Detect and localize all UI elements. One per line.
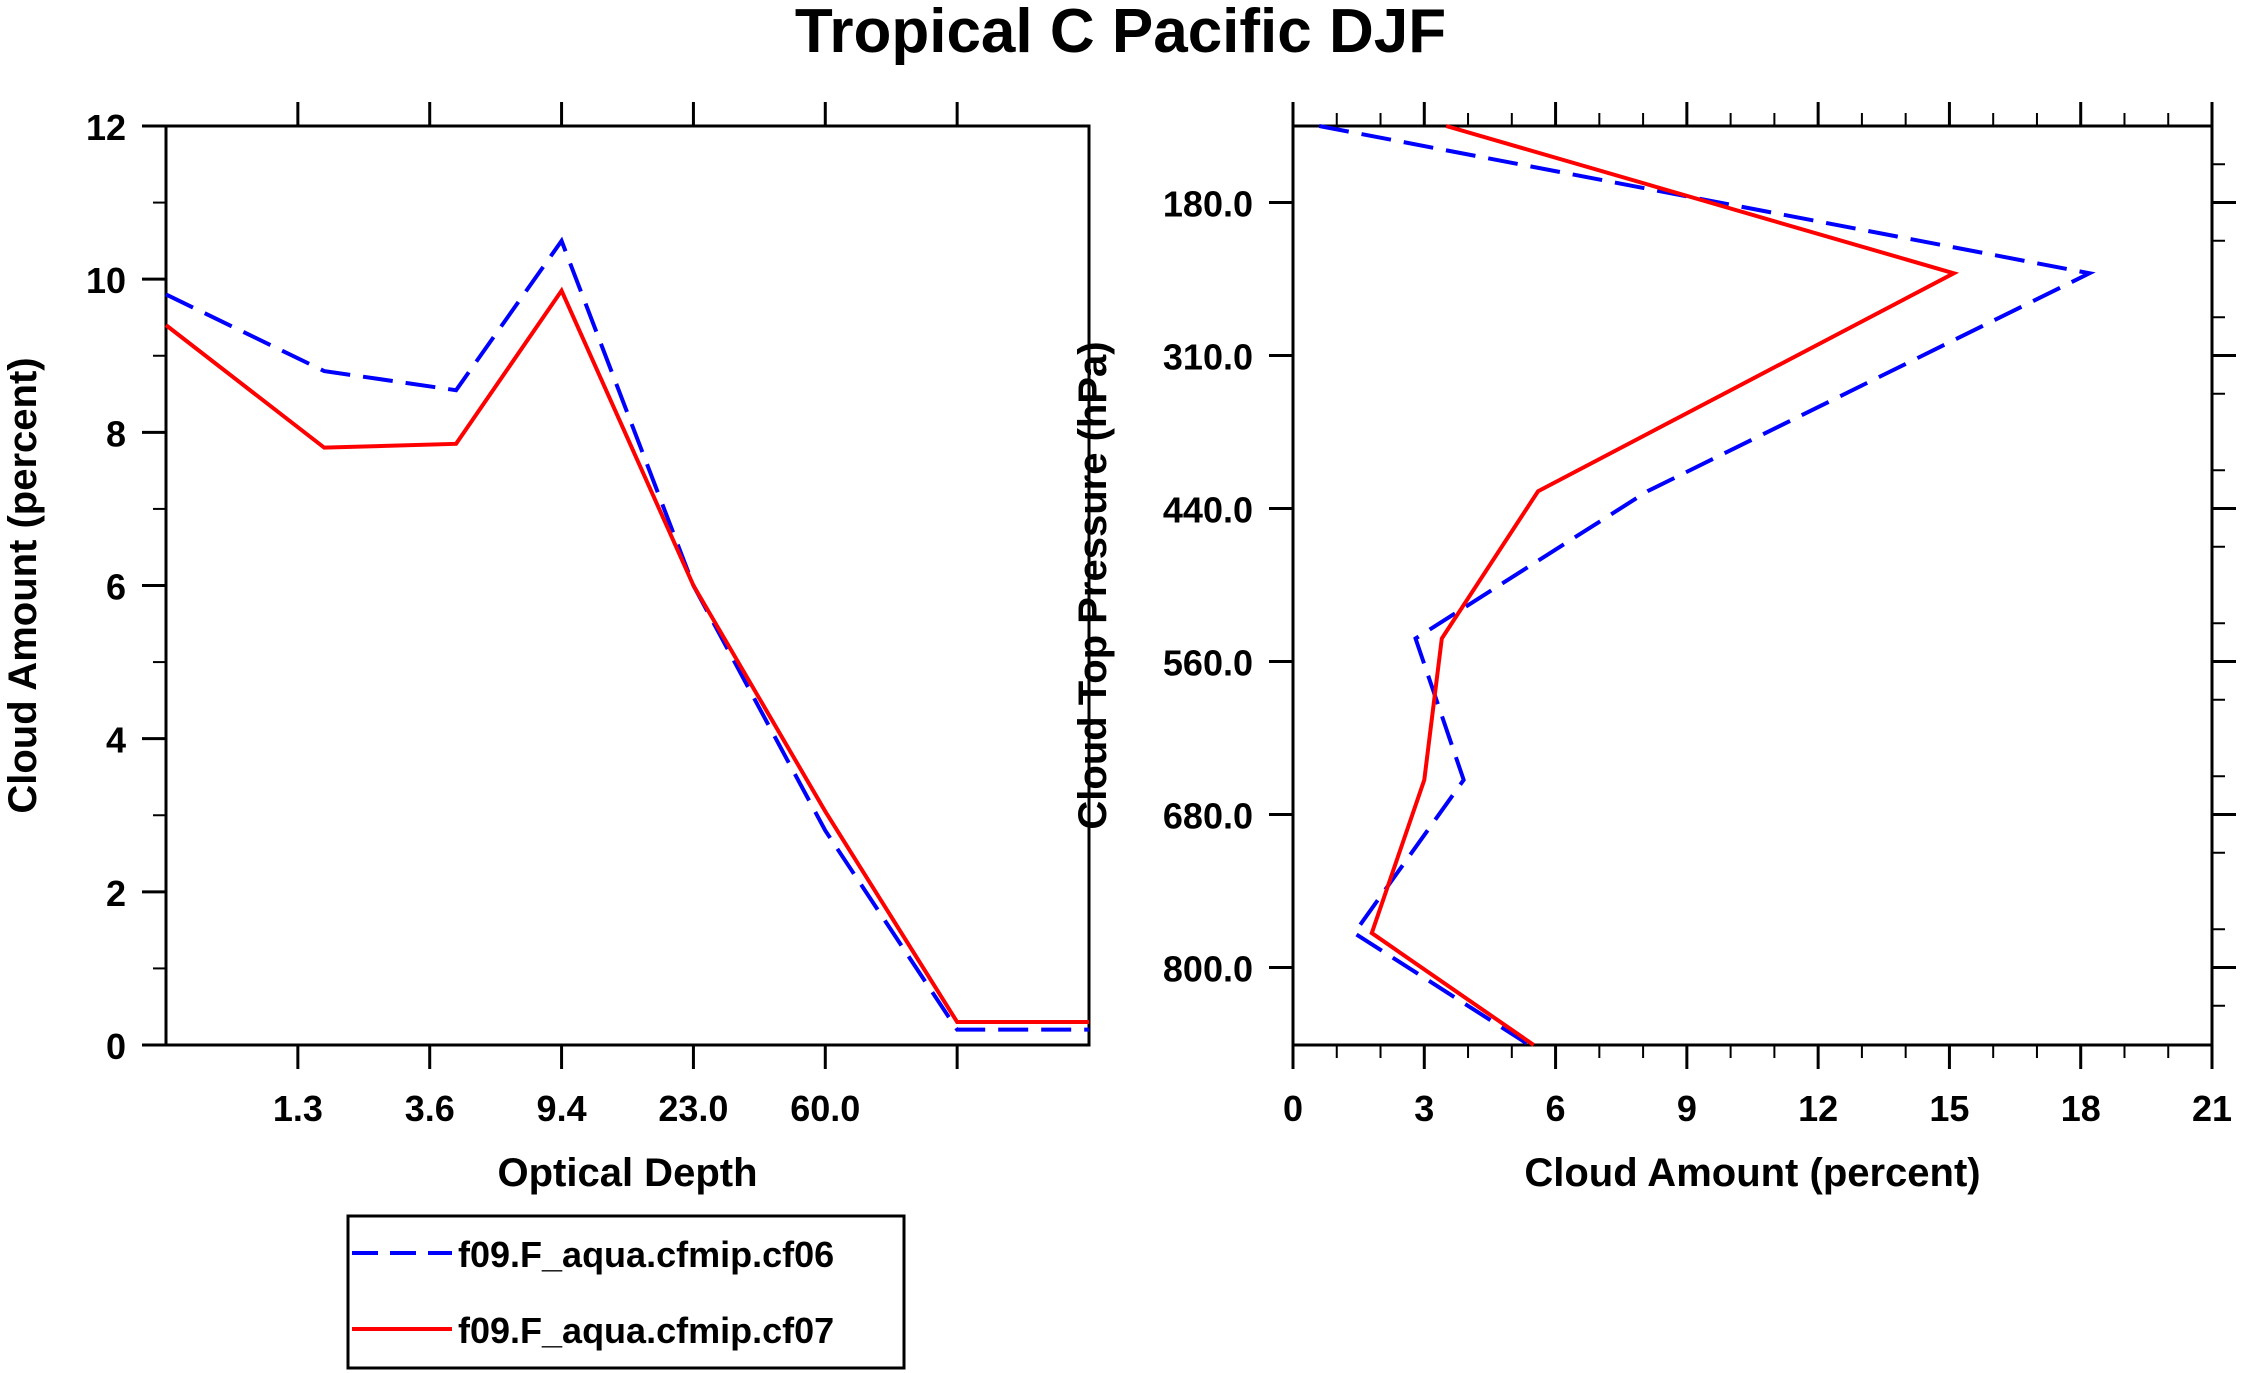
left-x-tick-label: 1.3 [273,1088,323,1129]
left-y-tick-label: 12 [86,107,126,148]
right-panel: 0 3 6 9 12 15 18 21 180.0 310.0 440.0 560.0 680.0 800… [1071,102,2236,1195]
right-x-axis-label: Cloud Amount (percent) [1524,1151,1980,1195]
right-y-tick-label: 440.0 [1163,490,1253,531]
left-y-tick-label: 6 [106,567,126,608]
right-y-tick-label: 800.0 [1163,949,1253,990]
left-x-tick-label: 3.6 [405,1088,455,1129]
legend-label-2: f09.F_aqua.cfmip.cf07 [458,1310,834,1351]
left-x-tick-label: 9.4 [537,1088,587,1129]
left-x-tick-label: 60.0 [790,1088,860,1129]
legend-label-1: f09.F_aqua.cfmip.cf06 [458,1234,834,1275]
left-y-tick-label: 0 [106,1026,126,1067]
left-series-line-2 [164,286,1089,1025]
legend-box [346,1214,906,1370]
left-plot-frame [164,124,1091,1047]
left-series-line-1 [165,236,1089,1032]
right-series-line-2 [1369,124,1960,1047]
right-x-tick-label: 15 [1929,1088,1969,1129]
right-series-line-1 [1318,124,2096,1047]
right-x-tick-label: 18 [2061,1088,2101,1129]
right-y-tick-label: 560.0 [1163,643,1253,684]
left-x-axis-label: Optical Depth [497,1151,757,1195]
right-x-tick-label: 21 [2192,1088,2232,1129]
page-title: Tropical C Pacific DJF [794,0,1447,66]
right-y-tick-label: 680.0 [1163,796,1253,837]
right-x-tick-label: 3 [1414,1088,1434,1129]
left-y-tick-label: 2 [106,873,126,914]
right-plot-frame [1291,124,2214,1047]
legend: f09.F_aqua.cfmip.cf06 f09.F_aqua.cfmip.cf… [346,1214,906,1370]
right-y-tick-label: 180.0 [1163,184,1253,225]
left-y-axis-label: Cloud Amount (percent) [1,357,45,813]
right-y-tick-label: 310.0 [1163,337,1253,378]
right-y-axis-label: Cloud Top Pressure (hPa) [1071,341,1115,829]
right-x-tick-label: 6 [1546,1088,1566,1129]
left-y-tick-label: 8 [106,413,126,454]
right-x-tick-label: 12 [1798,1088,1838,1129]
left-x-tick-label: 23.0 [658,1088,728,1129]
right-x-tick-label: 0 [1283,1088,1303,1129]
right-x-tick-label: 9 [1677,1088,1697,1129]
left-y-tick-label: 4 [106,720,126,761]
left-panel: 0 2 4 6 8 10 12 1.3 3.6 9.4 23.0 60.0 Optical Depth C… [1,102,1091,1195]
left-y-tick-label: 10 [86,260,126,301]
